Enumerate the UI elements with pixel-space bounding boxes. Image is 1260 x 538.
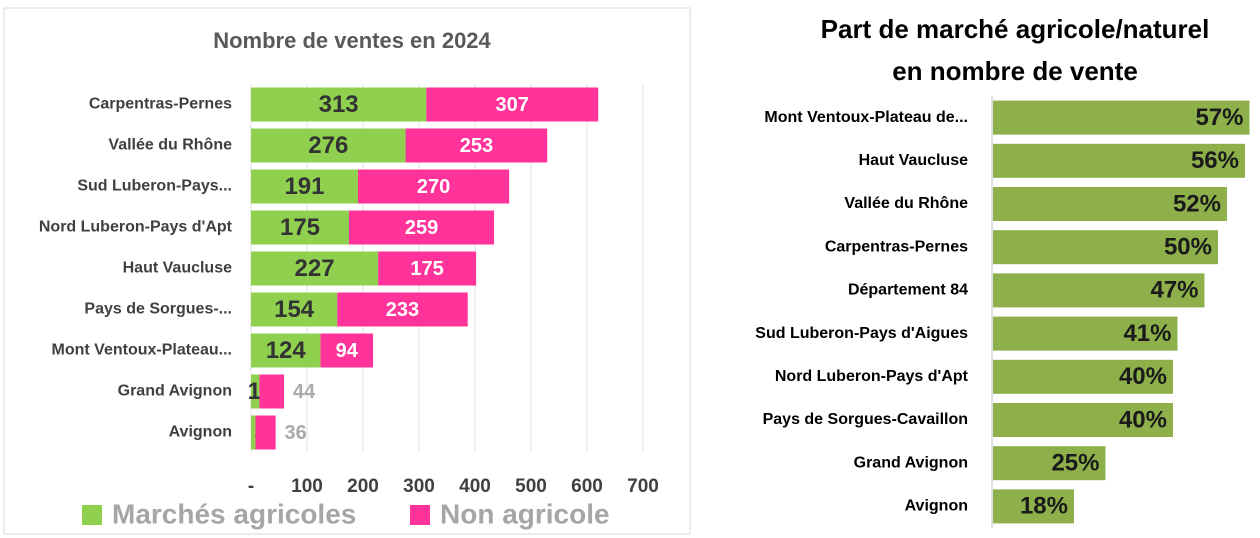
value-label: 307 [496,94,529,116]
value-label: 57% [1195,104,1243,131]
x-tick-label: 700 [627,476,659,497]
bar [251,210,349,245]
value-label: 191 [284,173,324,200]
y-tick-label: Pays de Sorgues-... [84,301,232,318]
y-tick-label: Département 84 [848,282,968,299]
value-label: 56% [1191,147,1239,174]
legend-swatch [82,505,102,525]
bar [251,128,406,163]
y-tick-label: Haut Vaucluse [859,152,968,169]
chart-title: Part de marché agricole/naturel [821,14,1210,44]
value-label: 154 [274,296,315,323]
value-label: 233 [386,299,419,321]
value-label: 270 [417,176,450,198]
bar [251,251,379,286]
y-tick-label: Pays de Sorgues-Cavaillon [763,411,968,428]
value-label: 44 [293,381,316,403]
value-label: 94 [336,340,359,362]
bar [251,87,427,122]
y-tick-label: Nord Luberon-Pays d'Apt [775,368,969,385]
value-label: 52% [1173,190,1221,217]
bar [993,273,1205,308]
bar [251,374,260,409]
bar [993,316,1178,351]
value-label: 25% [1051,450,1099,477]
x-tick-label: 600 [571,476,603,497]
bar [251,333,321,368]
bar [251,292,338,327]
y-tick-label: Avignon [169,424,232,441]
x-tick-label: 300 [403,476,435,497]
value-label: 175 [280,214,320,241]
y-tick-label: Vallée du Rhône [844,195,968,212]
chart-title: en nombre de vente [892,56,1138,86]
bar [349,210,495,245]
bar [993,100,1250,135]
y-tick-label: Grand Avignon [118,383,232,400]
value-label: 227 [295,255,335,282]
y-tick-label: Haut Vaucluse [123,260,232,277]
legend-label: Marchés agricoles [112,498,356,529]
bar [993,446,1106,481]
value-label: 50% [1164,234,1212,261]
bar [993,230,1218,265]
bar [251,169,358,204]
bar [993,489,1074,524]
y-tick-label: Carpentras-Pernes [825,238,968,255]
bar [405,128,548,163]
y-tick-label: Sud Luberon-Pays... [77,178,232,195]
bar [993,403,1173,437]
y-tick-label: Avignon [905,498,968,515]
bar [255,415,276,450]
value-label: 40% [1119,363,1167,390]
value-label: 124 [266,337,307,364]
legend-label: Non agricole [440,498,610,529]
value-label: 40% [1119,406,1167,433]
legend-swatch [410,505,430,525]
bar [993,359,1173,394]
y-tick-label: Nord Luberon-Pays d'Apt [39,219,233,236]
x-tick-label: - [248,476,254,497]
y-tick-label: Mont Ventoux-Plateau... [52,342,232,359]
y-tick-label: Grand Avignon [854,454,968,471]
value-label: 36 [285,422,307,444]
x-tick-label: 400 [459,476,491,497]
value-label: 41% [1123,320,1171,347]
x-tick-label: 100 [291,476,323,497]
bar [993,187,1227,221]
bar [251,415,256,450]
chart-title: Nombre de ventes en 2024 [213,28,491,53]
bar [426,87,599,122]
bar [320,333,374,368]
y-tick-label: Sud Luberon-Pays d'Aigues [755,325,968,342]
y-tick-label: Vallée du Rhône [108,137,232,154]
x-tick-label: 500 [515,476,547,497]
value-label: 259 [405,217,438,239]
value-label: 175 [410,258,443,280]
bar [993,143,1245,178]
value-label: 18% [1020,493,1068,520]
value-label: 47% [1150,277,1198,304]
bar [357,169,510,204]
x-tick-label: 200 [347,476,379,497]
value-label: 276 [308,132,348,159]
value-label: 313 [319,91,359,118]
bar [378,251,477,286]
y-tick-label: Carpentras-Pernes [89,96,232,113]
bar [259,374,285,409]
bar [337,292,468,327]
value-label: 253 [460,135,493,157]
y-tick-label: Mont Ventoux-Plateau de... [764,109,968,126]
